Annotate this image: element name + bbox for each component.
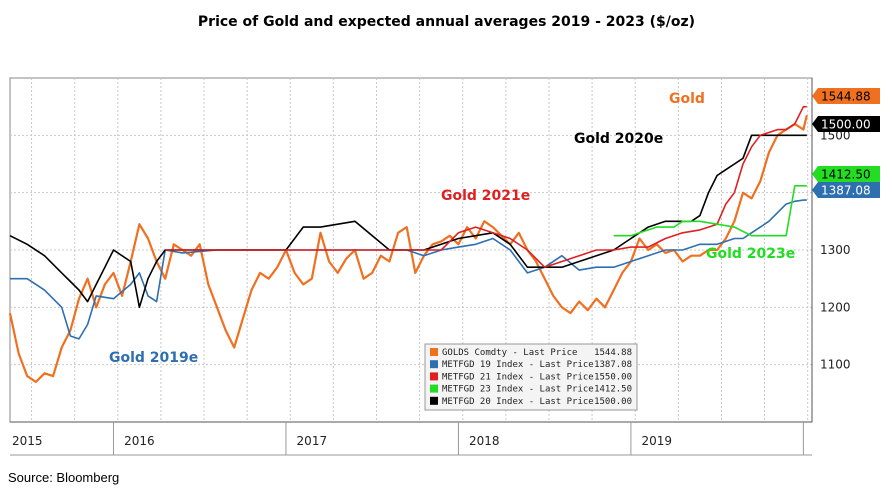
legend-swatch bbox=[430, 396, 438, 405]
legend-entry: METFGD 20 Index - Last Price bbox=[442, 397, 594, 407]
series-annotation: Gold 2021e bbox=[441, 188, 530, 204]
series-annotation: Gold 2023e bbox=[706, 246, 795, 262]
legend-value: 1412.50 bbox=[594, 385, 632, 395]
x-tick-label: 2018 bbox=[469, 434, 500, 448]
tag-value: 1544.88 bbox=[821, 90, 871, 104]
last-price-tag: 1500.00 bbox=[812, 116, 880, 132]
legend-value: 1550.00 bbox=[594, 372, 632, 382]
legend-entry: METFGD 23 Index - Last Price bbox=[442, 385, 594, 395]
legend-swatch bbox=[430, 348, 438, 356]
series-line-2 bbox=[165, 105, 807, 269]
series-line-4 bbox=[9, 134, 807, 309]
legend-entry: METFGD 21 Index - Last Price bbox=[442, 372, 594, 382]
tag-box bbox=[812, 166, 880, 182]
x-tick-label: 2016 bbox=[124, 434, 155, 448]
tag-value: 1412.50 bbox=[821, 168, 871, 182]
series-labels: Gold Gold 2020e Gold 2021e Gold 2023e Gold 2… bbox=[109, 91, 795, 366]
tag-box bbox=[812, 88, 880, 104]
y-tick-label: 1200 bbox=[820, 300, 851, 314]
last-price-tag: 1387.08 bbox=[812, 182, 880, 198]
legend-value: 1500.00 bbox=[594, 397, 632, 407]
series-annotation: Gold 2019e bbox=[109, 350, 198, 366]
legend-swatch bbox=[430, 372, 438, 381]
axis: 1100120013001400150020152016201720182019… bbox=[10, 78, 880, 456]
legend-value: 1387.08 bbox=[594, 360, 632, 370]
x-tick-label: 2017 bbox=[297, 434, 328, 448]
tag-box bbox=[812, 182, 880, 198]
series-group bbox=[8, 105, 808, 383]
series-line-3 bbox=[613, 185, 807, 237]
source-note: Source: Bloomberg bbox=[8, 470, 120, 485]
legend-box bbox=[424, 343, 638, 411]
x-tick-label: 2015 bbox=[12, 434, 43, 448]
tag-value: 1500.00 bbox=[821, 118, 871, 132]
series-line-1 bbox=[10, 199, 807, 340]
y-tick-label: 1300 bbox=[820, 243, 851, 257]
y-tick-label: 1100 bbox=[820, 358, 851, 372]
series-annotation: Gold bbox=[669, 91, 705, 107]
legend-entry: GOLDS Comdty - Last Price bbox=[442, 348, 577, 358]
legend-value: 1544.88 bbox=[594, 348, 632, 358]
legend-entry: METFGD 19 Index - Last Price bbox=[442, 360, 594, 370]
tag-value: 1387.08 bbox=[821, 184, 871, 198]
x-tick-label: 2019 bbox=[642, 434, 673, 448]
chart-title: Price of Gold and expected annual averag… bbox=[197, 14, 696, 30]
last-price-tag: 1544.88 bbox=[812, 88, 880, 104]
last-price-tag: 1412.50 bbox=[812, 166, 880, 182]
legend-swatch bbox=[430, 360, 438, 369]
legend-swatch bbox=[430, 384, 438, 393]
series-annotation: Gold 2020e bbox=[574, 131, 663, 147]
tag-box bbox=[812, 116, 880, 132]
